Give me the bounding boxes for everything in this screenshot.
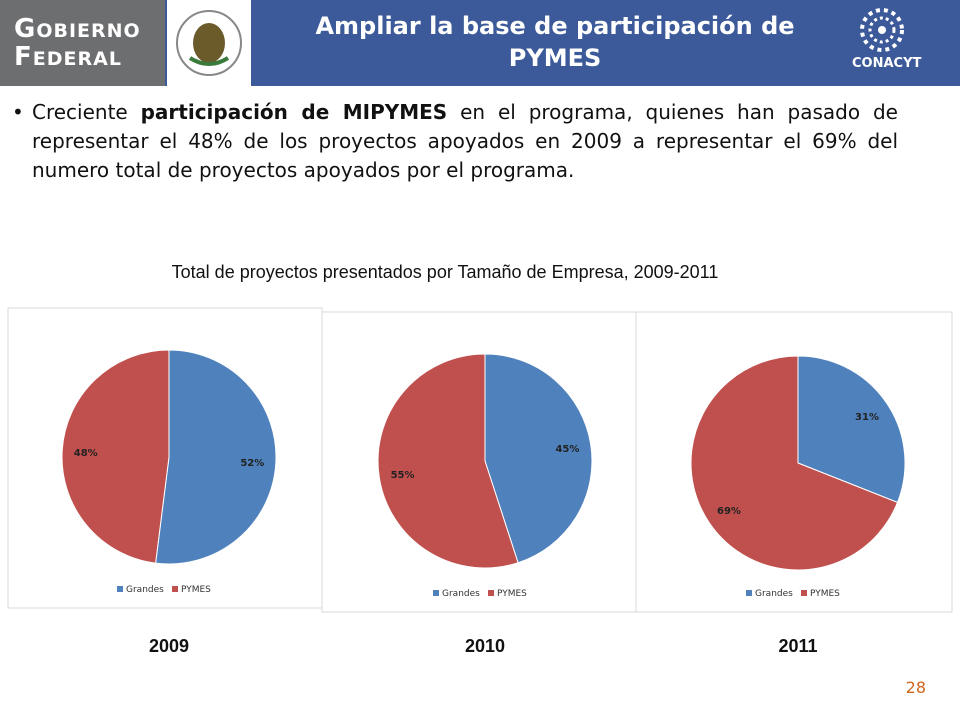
legend-swatch bbox=[433, 590, 439, 596]
legend-label: PYMES bbox=[810, 589, 840, 599]
page-number: 28 bbox=[905, 678, 926, 697]
chart-year: 2010 bbox=[465, 636, 505, 656]
gov-logo-line: GOBIERNO bbox=[14, 14, 141, 44]
conacyt-label: CONACYT bbox=[852, 56, 922, 71]
pie-slice bbox=[690, 355, 899, 571]
legend-swatch bbox=[172, 586, 178, 592]
legend-swatch bbox=[488, 590, 494, 596]
bullet-bold: participación de MIPYMES bbox=[140, 100, 448, 124]
emblem-leaves bbox=[188, 56, 230, 66]
data-label: 31% bbox=[855, 412, 879, 423]
emblem-ring bbox=[176, 10, 242, 76]
legend-label: PYMES bbox=[497, 589, 527, 599]
bullet: Creciente participación de MIPYMES en el… bbox=[12, 98, 898, 185]
data-label: 52% bbox=[240, 458, 264, 469]
charts-title: Total de proyectos presentados por Tamañ… bbox=[171, 262, 719, 282]
bullet-text: Creciente bbox=[32, 100, 141, 124]
chart-year: 2011 bbox=[778, 636, 817, 656]
emblem-eagle bbox=[193, 23, 225, 63]
slide-title: Ampliar la base de participación de PYME… bbox=[315, 12, 795, 72]
bullet-text: en el programa, quienes han pasado de re… bbox=[32, 100, 898, 182]
legend-swatch bbox=[746, 590, 752, 596]
dot-ring bbox=[860, 8, 904, 52]
legend-label: PYMES bbox=[181, 585, 211, 595]
legend-label: Grandes bbox=[126, 585, 164, 595]
dot-ring bbox=[868, 16, 896, 44]
gov-logo-bg bbox=[0, 0, 165, 86]
pie-slice bbox=[377, 353, 519, 569]
data-label: 55% bbox=[391, 470, 415, 481]
conacyt-icon bbox=[860, 8, 904, 52]
gov-logo-line: FEDERAL bbox=[14, 42, 122, 72]
pie-slice bbox=[155, 349, 277, 565]
chart-year: 2009 bbox=[149, 636, 189, 656]
pie-slice bbox=[61, 349, 170, 564]
legend-swatch bbox=[117, 586, 123, 592]
pie-slice bbox=[484, 353, 593, 564]
data-label: 69% bbox=[717, 506, 741, 517]
data-label: 48% bbox=[74, 448, 98, 459]
pie-slice bbox=[797, 355, 906, 504]
legend-label: Grandes bbox=[755, 589, 793, 599]
data-label: 45% bbox=[555, 444, 579, 455]
legend-label: Grandes bbox=[442, 589, 480, 599]
legend-swatch bbox=[801, 590, 807, 596]
dot bbox=[878, 26, 886, 34]
